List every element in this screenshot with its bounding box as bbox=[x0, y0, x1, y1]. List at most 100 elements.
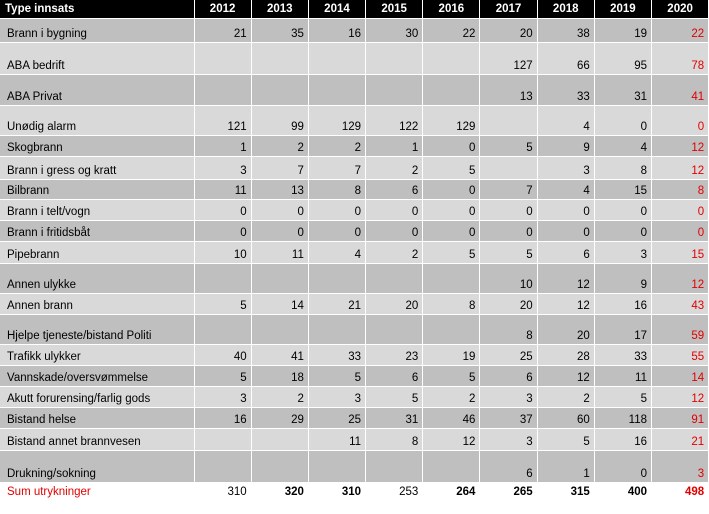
table-cell: 0 bbox=[251, 220, 309, 242]
row-label: Brann i fritidsbåt bbox=[0, 220, 195, 242]
table-cell: 0 bbox=[365, 199, 424, 221]
row-label: ABA bedrift bbox=[0, 42, 195, 75]
sum-cell: 253 bbox=[365, 482, 424, 501]
table-cell: 12 bbox=[651, 386, 709, 408]
table-cell: 12 bbox=[537, 365, 595, 387]
table-cell: 118 bbox=[594, 407, 653, 429]
table-cell bbox=[422, 314, 481, 345]
table-cell: 25 bbox=[479, 344, 538, 366]
table-cell bbox=[194, 314, 252, 345]
table-cell: 2 bbox=[251, 386, 309, 408]
table-row: Bistand annet brannvesen 11 8 12 3 5 16 21 bbox=[0, 428, 709, 451]
table-cell: 33 bbox=[308, 344, 367, 366]
table-cell bbox=[479, 156, 538, 180]
table-cell: 6 bbox=[479, 365, 538, 387]
table-cell: 4 bbox=[537, 105, 595, 136]
table-cell: 16 bbox=[308, 18, 367, 43]
table-cell: 4 bbox=[594, 135, 653, 157]
table-cell: 20 bbox=[365, 293, 424, 315]
table-cell: 6 bbox=[365, 365, 424, 387]
table-cell: 2 bbox=[308, 135, 367, 157]
table-cell: 59 bbox=[651, 314, 709, 345]
table-cell: 28 bbox=[537, 344, 595, 366]
table-row: Brann i fritidsbåt 0 0 0 0 0 0 0 0 0 bbox=[0, 220, 709, 242]
row-label: Annen ulykke bbox=[0, 263, 195, 294]
table-cell: 12 bbox=[422, 428, 481, 451]
row-label: Annen brann bbox=[0, 293, 195, 315]
row-label: Brann i gress og kratt bbox=[0, 156, 195, 180]
table-cell bbox=[365, 314, 424, 345]
table-cell: 5 bbox=[479, 241, 538, 264]
table-cell: 11 bbox=[308, 428, 367, 451]
table-cell: 2 bbox=[365, 156, 424, 180]
table-cell: 11 bbox=[594, 365, 653, 387]
table-cell: 4 bbox=[308, 241, 367, 264]
table-cell: 31 bbox=[365, 407, 424, 429]
table-cell: 41 bbox=[651, 74, 709, 106]
table-cell: 0 bbox=[422, 179, 481, 200]
table-cell: 6 bbox=[537, 241, 595, 264]
table-cell bbox=[365, 450, 424, 483]
table-cell bbox=[251, 428, 309, 451]
table-cell: 33 bbox=[537, 74, 595, 106]
table-cell: 7 bbox=[479, 179, 538, 200]
table-cell: 0 bbox=[308, 220, 367, 242]
table-cell: 20 bbox=[479, 293, 538, 315]
table-cell: 7 bbox=[308, 156, 367, 180]
table-cell: 12 bbox=[651, 263, 709, 294]
sum-row: Sum utrykninger 310 320 310 253 264 265 315 400 4… bbox=[0, 482, 709, 501]
table-cell: 2 bbox=[365, 241, 424, 264]
table-cell: 1 bbox=[194, 135, 252, 157]
sum-cell: 498 bbox=[651, 482, 709, 501]
table-cell: 22 bbox=[651, 18, 709, 43]
table-cell: 0 bbox=[537, 220, 595, 242]
table-cell: 37 bbox=[479, 407, 538, 429]
table-row: Hjelpe tjeneste/bistand Politi 8 20 17 59 bbox=[0, 314, 709, 345]
row-label: Trafikk ulykker bbox=[0, 344, 195, 366]
table-cell: 55 bbox=[651, 344, 709, 366]
table-cell: 127 bbox=[479, 42, 538, 75]
sum-cell: 315 bbox=[537, 482, 595, 501]
table-cell: 29 bbox=[251, 407, 309, 429]
sum-label: Sum utrykninger bbox=[0, 482, 195, 501]
table-cell: 2 bbox=[251, 135, 309, 157]
table-cell: 7 bbox=[251, 156, 309, 180]
table-cell: 18 bbox=[251, 365, 309, 387]
table-cell: 0 bbox=[537, 199, 595, 221]
table-cell: 3 bbox=[308, 386, 367, 408]
table-row: Annen brann 5 14 21 20 8 20 12 16 43 bbox=[0, 293, 709, 315]
table-cell bbox=[251, 314, 309, 345]
table-cell: 0 bbox=[651, 199, 709, 221]
table-cell: 22 bbox=[422, 18, 481, 43]
table-cell bbox=[308, 263, 367, 294]
table-cell: 5 bbox=[422, 156, 481, 180]
table-cell: 41 bbox=[251, 344, 309, 366]
table-cell: 11 bbox=[251, 241, 309, 264]
table-cell: 0 bbox=[594, 105, 653, 136]
table-cell: 121 bbox=[194, 105, 252, 136]
table-cell: 5 bbox=[422, 241, 481, 264]
table-cell: 6 bbox=[479, 450, 538, 483]
table-cell: 0 bbox=[308, 199, 367, 221]
table-cell: 0 bbox=[422, 220, 481, 242]
table-cell: 66 bbox=[537, 42, 595, 75]
table-cell: 0 bbox=[594, 199, 653, 221]
table-cell: 16 bbox=[594, 293, 653, 315]
table-cell: 10 bbox=[194, 241, 252, 264]
table-cell: 0 bbox=[422, 199, 481, 221]
table-cell: 0 bbox=[594, 220, 653, 242]
table-cell: 12 bbox=[537, 293, 595, 315]
table-cell: 13 bbox=[251, 179, 309, 200]
table-cell: 0 bbox=[194, 199, 252, 221]
table-cell: 0 bbox=[479, 199, 538, 221]
table-cell: 19 bbox=[594, 18, 653, 43]
table-cell: 12 bbox=[651, 156, 709, 180]
table-cell: 0 bbox=[651, 105, 709, 136]
table-cell: 0 bbox=[479, 220, 538, 242]
table-row: Akutt forurensing/farlig gods 3 2 3 5 2 3 2 5 12 bbox=[0, 386, 709, 408]
table-cell: 0 bbox=[422, 135, 481, 157]
table-cell: 35 bbox=[251, 18, 309, 43]
table-cell bbox=[365, 74, 424, 106]
table-cell: 15 bbox=[651, 241, 709, 264]
table-cell: 21 bbox=[308, 293, 367, 315]
